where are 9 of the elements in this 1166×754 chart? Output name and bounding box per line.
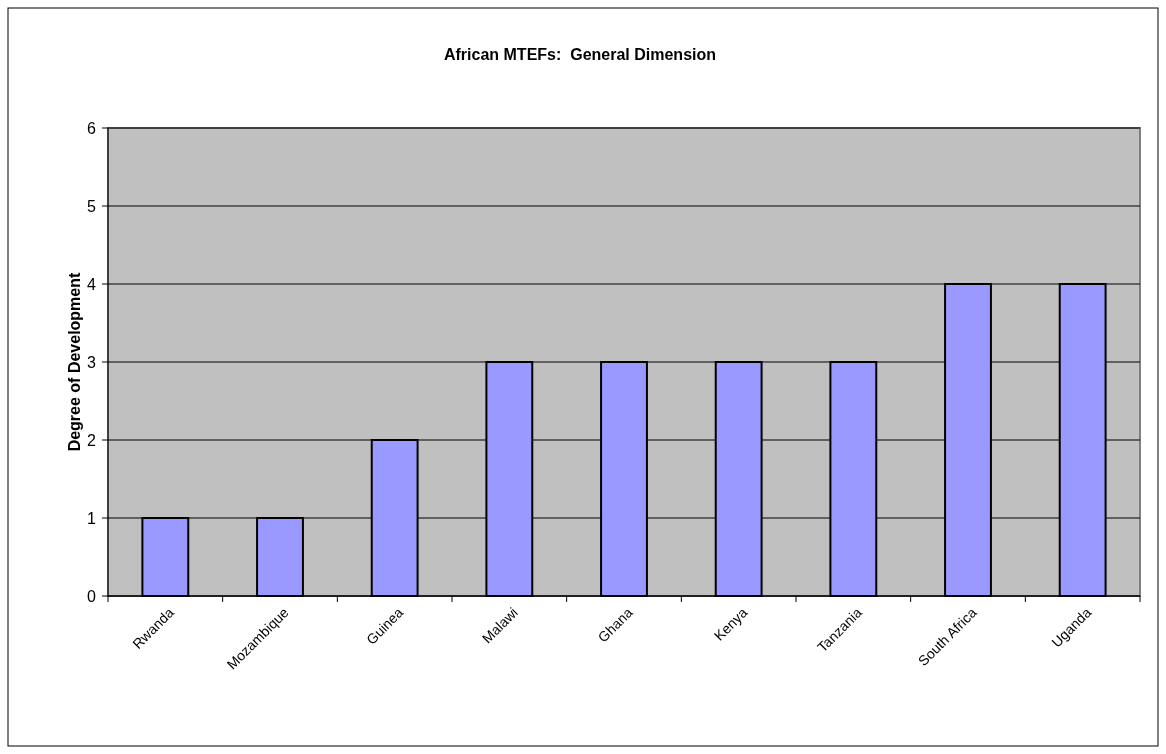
y-axis-title: Degree of Development [66,271,83,452]
y-tick-label: 5 [87,197,97,215]
y-tick-label: 1 [87,509,97,527]
y-tick-label: 3 [87,353,97,371]
y-tick-label: 2 [87,431,97,449]
chart-title: African MTEFs: General Dimension [443,46,717,63]
y-tick-label: 6 [87,119,97,137]
y-tick-label: 4 [87,275,97,293]
y-tick-label: 0 [87,587,97,605]
